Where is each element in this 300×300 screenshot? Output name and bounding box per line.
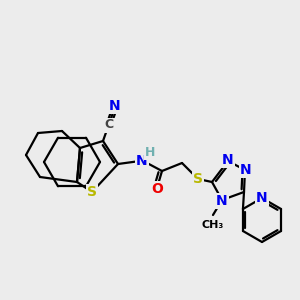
Text: N: N	[222, 153, 234, 167]
Text: N: N	[240, 163, 252, 177]
Text: O: O	[151, 182, 163, 196]
Text: S: S	[87, 185, 97, 199]
Text: S: S	[193, 172, 203, 186]
Text: N: N	[256, 191, 268, 205]
Text: N: N	[136, 154, 148, 168]
Text: CH₃: CH₃	[202, 220, 224, 230]
Text: H: H	[145, 146, 155, 160]
Text: C: C	[104, 118, 114, 131]
Text: N: N	[109, 99, 121, 113]
Text: N: N	[216, 194, 228, 208]
